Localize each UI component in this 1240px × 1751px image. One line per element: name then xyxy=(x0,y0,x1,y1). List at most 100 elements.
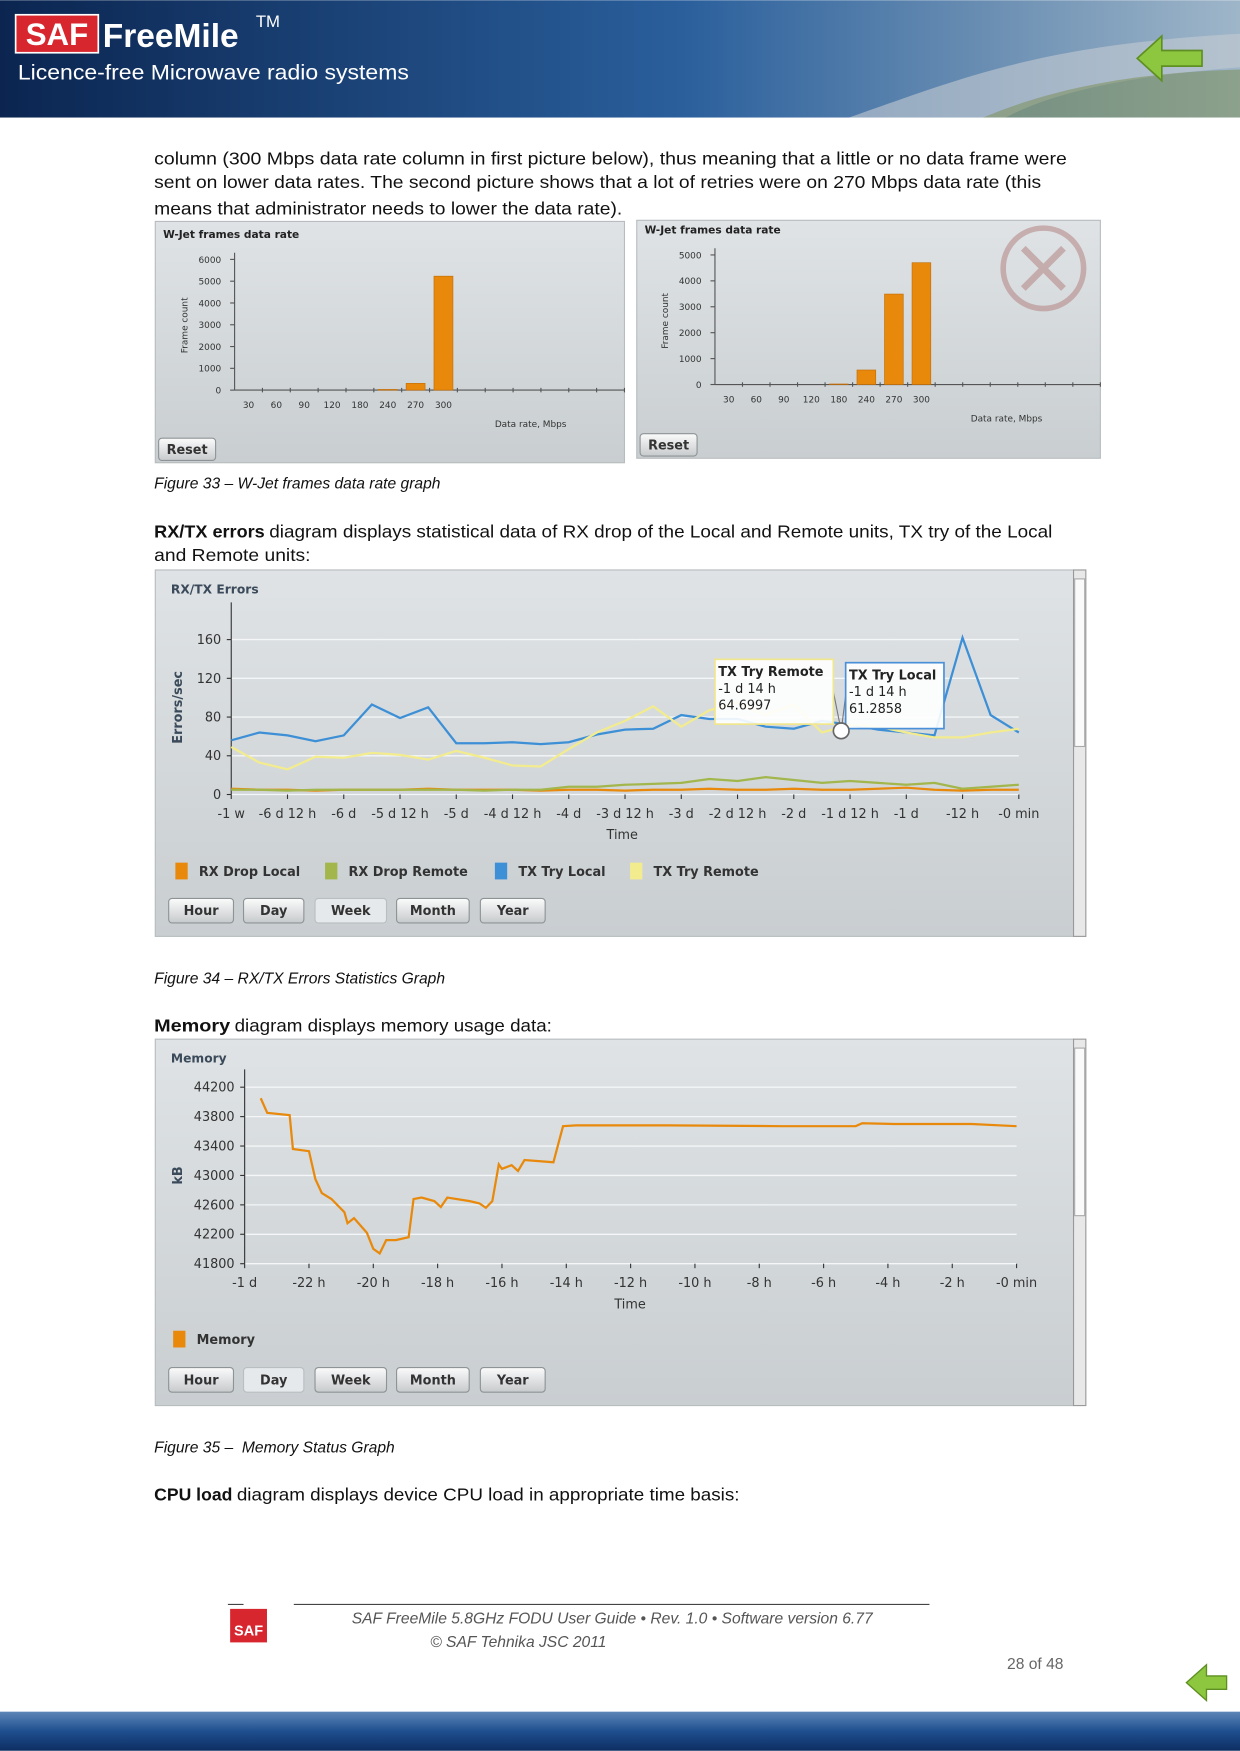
scrollbar-thumb[interactable] xyxy=(1074,578,1086,748)
bar xyxy=(884,293,904,385)
x-tick-label: 300 xyxy=(435,401,452,411)
x-tick-label: -2 h xyxy=(940,1276,965,1291)
x-tick-label: 90 xyxy=(299,401,311,411)
button-label[interactable]: Year xyxy=(496,904,529,919)
button[interactable] xyxy=(639,433,698,457)
bar xyxy=(433,275,454,391)
button-label[interactable]: Hour xyxy=(184,1373,220,1388)
button-label[interactable]: Day xyxy=(260,1373,288,1388)
y-axis-label: Frame count xyxy=(181,297,191,353)
button-label[interactable]: Year xyxy=(496,1373,529,1388)
paragraph-line: diagram displays memory usage data: xyxy=(235,1015,552,1035)
x-tick-label: -6 d xyxy=(331,807,356,822)
button-label[interactable]: Month xyxy=(410,1373,456,1388)
button[interactable] xyxy=(242,1367,305,1393)
chart-panel xyxy=(154,569,1075,937)
button[interactable] xyxy=(168,1367,235,1393)
back-arrow[interactable] xyxy=(1135,34,1203,83)
button[interactable] xyxy=(479,897,546,924)
button[interactable] xyxy=(314,1367,388,1393)
y-tick-label: 42200 xyxy=(194,1228,235,1243)
tagline: Licence-free Microwave radio systems xyxy=(18,62,409,85)
y-tick-label: 5000 xyxy=(198,278,221,288)
legend-label: Memory xyxy=(197,1333,256,1348)
y-tick-label: 42600 xyxy=(194,1198,235,1213)
button-label[interactable]: Week xyxy=(331,904,371,919)
x-tick-label: -4 d xyxy=(556,807,581,822)
x-tick-label: -0 min xyxy=(998,807,1039,822)
button[interactable] xyxy=(396,897,470,924)
x-tick-label: 240 xyxy=(858,395,875,405)
button-label[interactable]: Hour xyxy=(184,904,220,919)
button-label[interactable]: Month xyxy=(410,904,456,919)
tooltip-value: 64.6997 xyxy=(718,699,771,714)
x-tick-label: -14 h xyxy=(550,1276,583,1291)
series-line xyxy=(230,634,1020,746)
tooltip xyxy=(844,661,945,730)
button[interactable] xyxy=(479,1367,546,1393)
legend-label: RX Drop Local xyxy=(199,865,300,880)
y-tick-label: 0 xyxy=(696,381,702,391)
x-tick-label: 90 xyxy=(778,395,790,405)
paragraph-line: diagram displays statistical data of RX … xyxy=(269,522,1052,542)
y-axis-label: Frame count xyxy=(661,292,671,348)
x-axis-label: Data rate, Mbps xyxy=(495,420,567,430)
bar xyxy=(377,389,398,391)
line-chart: RX/TX Errors 0 40 80 120 160 -1 w -6 d 12 h -6 d… xyxy=(154,569,1087,937)
product-name: FreeMile xyxy=(103,18,239,55)
button-label[interactable]: Reset xyxy=(648,438,689,453)
page-number: 28 of 48 xyxy=(1007,1656,1064,1673)
section-term: RX/TX errors xyxy=(154,522,265,542)
button[interactable] xyxy=(168,897,235,924)
x-tick-label: 120 xyxy=(324,401,341,411)
x-tick-label: 120 xyxy=(803,395,820,405)
x-tick-label: 30 xyxy=(243,401,255,411)
button[interactable] xyxy=(396,1367,470,1393)
footer-line: © SAF Tehnika JSC 2011 xyxy=(430,1634,606,1651)
tooltip-time: -1 d 14 h xyxy=(849,685,907,700)
x-axis-label: Data rate, Mbps xyxy=(971,414,1043,424)
y-tick-label: 80 xyxy=(205,711,221,726)
x-tick-label: -6 h xyxy=(811,1276,836,1291)
y-axis-label: kB xyxy=(171,1166,186,1184)
x-tick-label: 240 xyxy=(379,401,396,411)
button[interactable] xyxy=(242,897,305,924)
button-label[interactable]: Day xyxy=(260,904,288,919)
x-axis-label: Time xyxy=(613,1297,646,1312)
figure-caption: Figure 34 – RX/TX Errors Statistics Grap… xyxy=(154,970,445,987)
legend-label: RX Drop Remote xyxy=(349,865,469,880)
y-tick-label: 1000 xyxy=(679,355,702,365)
x-tick-label: -20 h xyxy=(357,1276,390,1291)
x-tick-label: 60 xyxy=(751,395,763,405)
x-tick-label: -16 h xyxy=(485,1276,518,1291)
button[interactable] xyxy=(314,897,388,924)
x-tick-label: -1 d xyxy=(894,807,919,822)
chart-panel xyxy=(154,1038,1075,1407)
y-tick-label: 120 xyxy=(197,672,222,687)
figure-caption: Figure 33 – W-Jet frames data rate graph xyxy=(154,475,440,492)
y-tick-label: 0 xyxy=(216,386,222,396)
section-term: Memory xyxy=(154,1015,230,1035)
section-term: CPU load xyxy=(154,1485,232,1505)
y-tick-label: 40 xyxy=(205,749,221,764)
y-tick-label: 4000 xyxy=(679,277,702,287)
y-tick-label: 5000 xyxy=(679,251,702,261)
line-chart: Memory 41800 42200 42600 43000 43400 43800 4420… xyxy=(154,1038,1087,1407)
button-label[interactable]: Week xyxy=(331,1373,371,1388)
bar xyxy=(405,383,426,391)
x-tick-label: 300 xyxy=(913,395,930,405)
back-arrow[interactable] xyxy=(1185,1663,1228,1702)
grass-decoration xyxy=(983,69,1240,118)
chart-panel xyxy=(636,219,1101,459)
chart-title: RX/TX Errors xyxy=(171,582,259,596)
x-tick-label: -3 d xyxy=(669,807,694,822)
button[interactable] xyxy=(158,437,217,462)
scrollbar-thumb[interactable] xyxy=(1074,1047,1086,1217)
figure-caption: Figure 35 – Memory Status Graph xyxy=(154,1439,395,1456)
button-label[interactable]: Reset xyxy=(167,443,208,458)
error-icon-ring xyxy=(1000,225,1087,312)
x-tick-label: -12 h xyxy=(614,1276,647,1291)
x-tick-label: 60 xyxy=(271,401,283,411)
bar-chart: W-Jet frames data rate 0 1000 2000 3000 4000 5… xyxy=(636,219,1101,459)
